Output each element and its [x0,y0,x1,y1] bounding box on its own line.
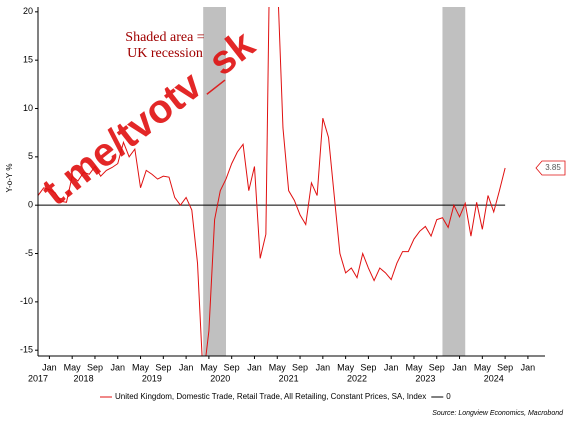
x-tick-label: Sep [360,362,376,372]
x-tick-label: May [474,362,492,372]
y-axis-label: Y-o-Y % [5,164,14,193]
x-tick-label: Jan [521,362,536,372]
x-tick-label: Jan [452,362,467,372]
legend-label: 0 [446,392,451,401]
x-tick-label: Jan [179,362,194,372]
y-tick-label: 5 [28,151,33,161]
x-tick-label: May [337,362,355,372]
x-tick-label: Jan [42,362,57,372]
x-tick-label: Sep [87,362,103,372]
x-tick-label: May [132,362,150,372]
y-tick-label: 20 [23,6,33,16]
x-tick-label: Jan [110,362,125,372]
x-tick-label: Sep [429,362,445,372]
y-tick-label: 0 [28,200,33,210]
source: Source: Longview Economics, Macrobond [432,410,564,417]
x-tick-label: Sep [155,362,171,372]
year-label: 2023 [415,373,435,383]
year-label: 2018 [74,373,94,383]
y-tick-label: -10 [20,296,33,306]
legend-label: United Kingdom, Domestic Trade, Retail T… [115,392,426,401]
year-label: 2019 [142,373,162,383]
x-tick-label: Jan [316,362,331,372]
annotation: Shaded area = [125,30,205,45]
x-tick-label: May [200,362,218,372]
annotation: UK recession [127,46,203,61]
x-tick-label: Sep [224,362,240,372]
recession-shade [442,7,466,356]
year-label: 2017 [28,373,48,383]
y-tick-label: 15 [23,55,33,65]
x-tick-label: Jan [247,362,262,372]
x-tick-label: May [269,362,287,372]
year-label: 2022 [347,373,367,383]
x-tick-label: May [405,362,423,372]
y-tick-label: 10 [23,103,33,113]
y-tick-label: -15 [20,345,33,355]
x-tick-label: May [64,362,82,372]
y-tick-label: -5 [25,248,33,258]
x-tick-label: Jan [384,362,399,372]
last-value-label: 3.85 [545,163,561,172]
shading-layer [203,7,466,356]
series-line [38,7,506,356]
line-layer [38,7,506,356]
last-value-box [535,160,566,176]
year-label: 2021 [279,373,299,383]
x-tick-label: Sep [292,362,308,372]
year-label: 2024 [484,373,504,383]
year-label: 2020 [210,373,230,383]
x-tick-label: Sep [497,362,513,372]
recession-shade [203,7,226,356]
axes-layer: -15 -10 -5 0 5 10 15 20 Jan May Sep Jan May Sep Jan May… [20,6,545,383]
